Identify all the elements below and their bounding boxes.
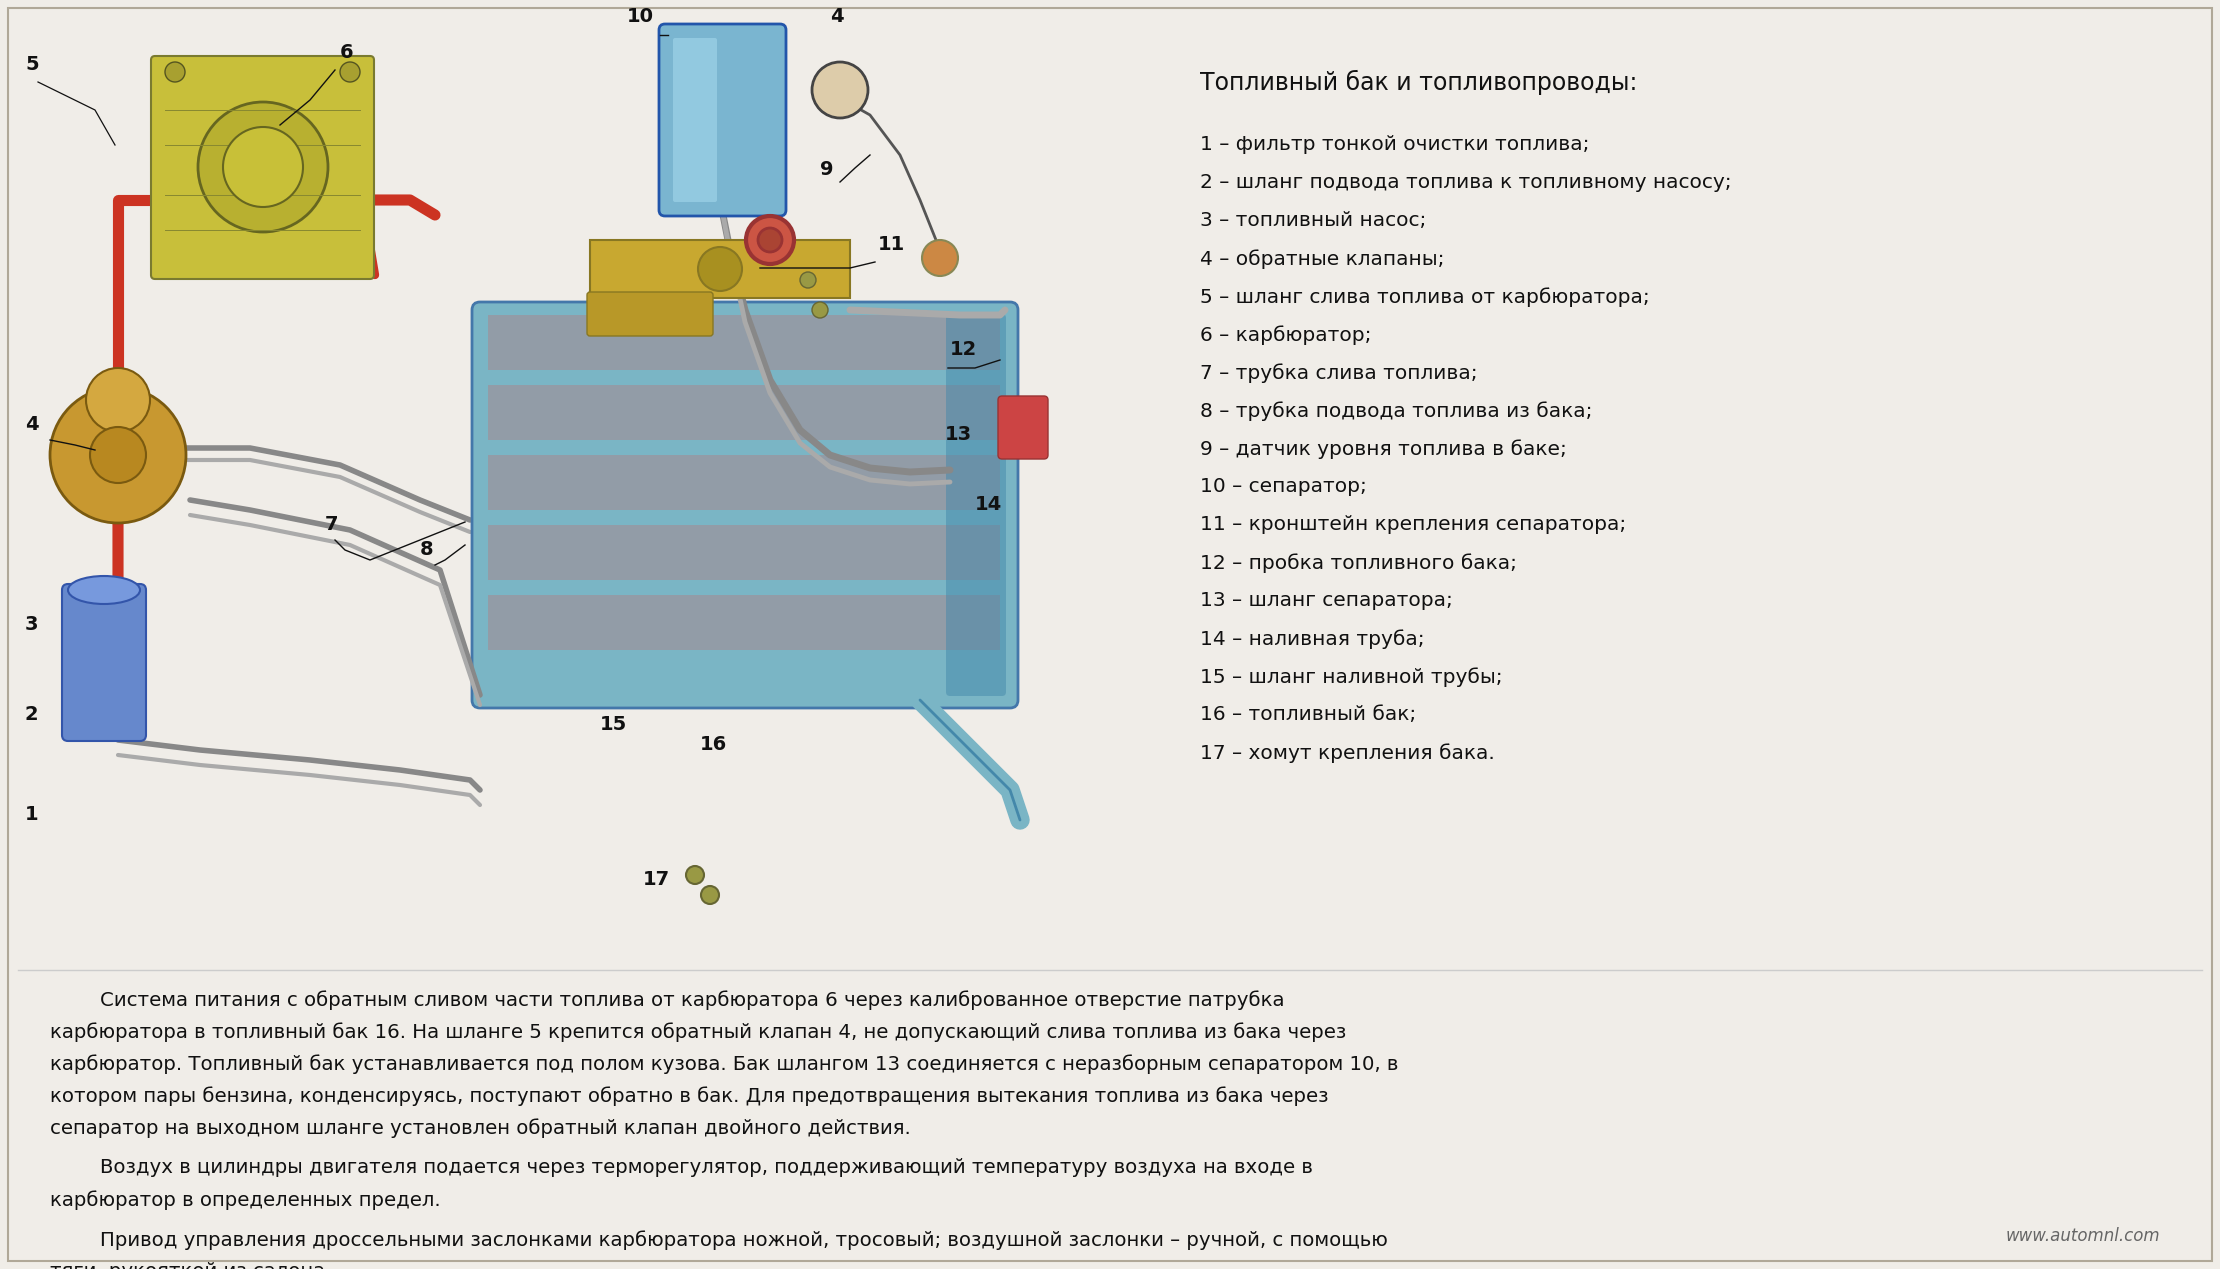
Text: 9 – датчик уровня топлива в баке;: 9 – датчик уровня топлива в баке;	[1201, 439, 1567, 458]
Circle shape	[340, 62, 360, 82]
Ellipse shape	[69, 576, 140, 604]
Text: 4: 4	[830, 8, 844, 25]
Text: 12: 12	[950, 340, 977, 359]
FancyBboxPatch shape	[151, 56, 373, 279]
Circle shape	[757, 228, 781, 253]
Text: Топливный бак и топливопроводы:: Топливный бак и топливопроводы:	[1201, 70, 1638, 95]
Text: 8: 8	[420, 541, 433, 560]
Text: 17 – хомут крепления бака.: 17 – хомут крепления бака.	[1201, 744, 1494, 763]
FancyBboxPatch shape	[488, 456, 999, 510]
Text: 7: 7	[324, 515, 337, 534]
Text: 7 – трубка слива топлива;: 7 – трубка слива топлива;	[1201, 363, 1479, 383]
Circle shape	[164, 62, 184, 82]
FancyBboxPatch shape	[488, 595, 999, 650]
FancyBboxPatch shape	[586, 292, 713, 336]
Text: 16 – топливный бак;: 16 – топливный бак;	[1201, 706, 1416, 725]
Text: 13: 13	[946, 425, 972, 444]
Text: сепаратор на выходном шланге установлен обратный клапан двойного действия.: сепаратор на выходном шланге установлен …	[51, 1118, 910, 1138]
Text: 11 – кронштейн крепления сепаратора;: 11 – кронштейн крепления сепаратора;	[1201, 515, 1627, 534]
Circle shape	[87, 368, 151, 431]
Text: 11: 11	[877, 235, 906, 254]
FancyBboxPatch shape	[999, 396, 1048, 459]
Text: Привод управления дроссельными заслонками карбюратора ножной, тросовый; воздушно: Привод управления дроссельными заслонкам…	[51, 1230, 1388, 1250]
Text: карбюратора в топливный бак 16. На шланге 5 крепится обратный клапан 4, не допус: карбюратора в топливный бак 16. На шланг…	[51, 1022, 1345, 1042]
Text: Воздух в цилиндры двигателя подается через терморегулятор, поддерживающий темпер: Воздух в цилиндры двигателя подается чер…	[51, 1159, 1312, 1178]
FancyBboxPatch shape	[488, 315, 999, 371]
Circle shape	[697, 247, 741, 291]
Text: 14 – наливная труба;: 14 – наливная труба;	[1201, 629, 1425, 648]
Text: котором пары бензина, конденсируясь, поступают обратно в бак. Для предотвращения: котором пары бензина, конденсируясь, пос…	[51, 1086, 1328, 1105]
FancyBboxPatch shape	[591, 240, 850, 298]
Text: 12 – пробка топливного бака;: 12 – пробка топливного бака;	[1201, 553, 1516, 572]
Text: 17: 17	[644, 871, 670, 890]
Text: www.automnl.com: www.automnl.com	[2005, 1227, 2160, 1245]
FancyBboxPatch shape	[488, 385, 999, 440]
Text: 14: 14	[975, 495, 1001, 514]
FancyBboxPatch shape	[488, 525, 999, 580]
Text: 10: 10	[626, 8, 655, 25]
Text: 4 – обратные клапаны;: 4 – обратные клапаны;	[1201, 249, 1445, 269]
Circle shape	[799, 272, 817, 288]
Text: 1: 1	[24, 805, 38, 824]
Circle shape	[746, 216, 795, 264]
Text: 15 – шланг наливной трубы;: 15 – шланг наливной трубы;	[1201, 667, 1503, 687]
FancyBboxPatch shape	[473, 302, 1019, 708]
Text: 6 – карбюратор;: 6 – карбюратор;	[1201, 325, 1372, 345]
Circle shape	[198, 102, 329, 232]
Text: 4: 4	[24, 415, 38, 434]
FancyBboxPatch shape	[673, 38, 717, 202]
FancyBboxPatch shape	[62, 584, 147, 741]
Text: карбюратор. Топливный бак устанавливается под полом кузова. Бак шлангом 13 соеди: карбюратор. Топливный бак устанавливаетс…	[51, 1055, 1399, 1074]
Text: 16: 16	[699, 735, 728, 754]
FancyBboxPatch shape	[659, 24, 786, 216]
FancyBboxPatch shape	[11, 11, 1090, 952]
Text: 8 – трубка подвода топлива из бака;: 8 – трубка подвода топлива из бака;	[1201, 401, 1592, 420]
Circle shape	[813, 302, 828, 319]
Text: 3 – топливный насос;: 3 – топливный насос;	[1201, 211, 1427, 230]
Text: карбюратор в определенных предел.: карбюратор в определенных предел.	[51, 1190, 440, 1209]
Text: 13 – шланг сепаратора;: 13 – шланг сепаратора;	[1201, 591, 1452, 610]
FancyBboxPatch shape	[9, 8, 2211, 1261]
Circle shape	[702, 886, 719, 904]
Circle shape	[813, 62, 868, 118]
FancyBboxPatch shape	[946, 313, 1006, 695]
Text: 15: 15	[599, 714, 628, 733]
Circle shape	[222, 127, 302, 207]
Circle shape	[91, 426, 147, 483]
Text: 10 – сепаратор;: 10 – сепаратор;	[1201, 477, 1368, 496]
Text: 5: 5	[24, 55, 38, 74]
Circle shape	[921, 240, 959, 275]
Circle shape	[686, 865, 704, 884]
Text: тяги  рукояткой из салона.: тяги рукояткой из салона.	[51, 1261, 331, 1269]
Text: 9: 9	[819, 160, 832, 179]
Circle shape	[51, 387, 186, 523]
Text: 2 – шланг подвода топлива к топливному насосу;: 2 – шланг подвода топлива к топливному н…	[1201, 173, 1732, 192]
Text: 2: 2	[24, 706, 38, 725]
Text: 3: 3	[24, 615, 38, 634]
Text: 6: 6	[340, 43, 353, 62]
Text: 1 – фильтр тонкой очистки топлива;: 1 – фильтр тонкой очистки топлива;	[1201, 135, 1590, 154]
Text: Система питания с обратным сливом части топлива от карбюратора 6 через калиброва: Система питания с обратным сливом части …	[51, 990, 1285, 1010]
Text: 5 – шланг слива топлива от карбюратора;: 5 – шланг слива топлива от карбюратора;	[1201, 287, 1649, 307]
